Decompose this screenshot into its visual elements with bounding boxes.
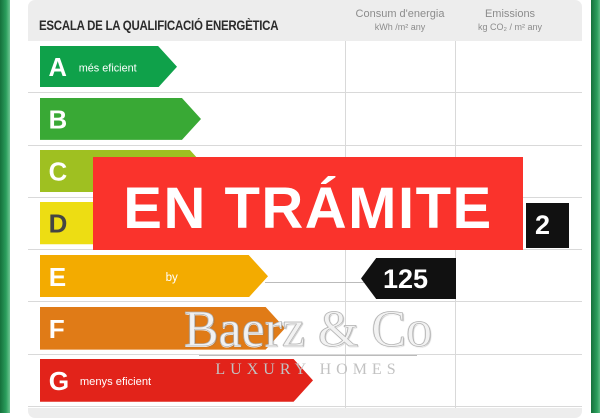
svg-text:125: 125 bbox=[383, 264, 428, 294]
svg-text:C: C bbox=[49, 159, 68, 187]
svg-text:A: A bbox=[49, 54, 67, 82]
svg-text:F: F bbox=[49, 314, 65, 344]
svg-text:D: D bbox=[49, 211, 68, 239]
svg-text:G: G bbox=[49, 366, 69, 396]
svg-text:B: B bbox=[49, 106, 68, 134]
svg-text:E: E bbox=[49, 262, 66, 292]
svg-text:2: 2 bbox=[535, 210, 550, 240]
svg-text:by: by bbox=[166, 272, 178, 284]
svg-text:menys eficient: menys eficient bbox=[80, 377, 152, 389]
svg-text:més eficient: més eficient bbox=[79, 62, 137, 74]
